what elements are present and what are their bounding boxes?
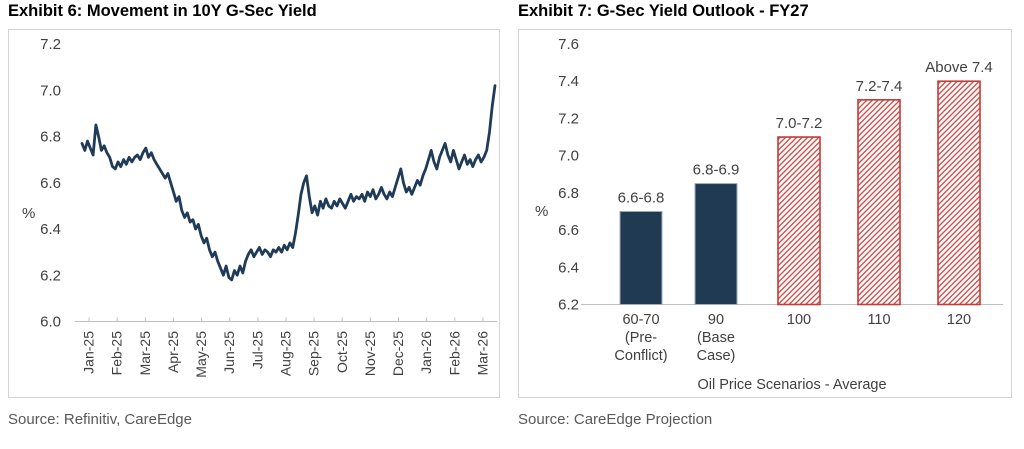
gsec-yield-outlook-bar-chart: 7.6 7.4 7.2 7.0 6.8 6.6 6.4 6.2% 6.6-6.8 6.8-6.9 7… (535, 36, 1003, 314)
y-axis-tick-label: 6.4 (558, 259, 579, 276)
bar-category-label-90: 90 (Base Case) (696, 312, 736, 364)
bar-4 (937, 80, 981, 306)
exhibit6-chart-panel: 7.2 7.0 6.8 6.6 6.4 6.2 6.0% Jan-25 Feb-25 Mar-25… (8, 29, 500, 398)
x-axis-tick-label: Jul-25 (249, 331, 265, 369)
bar-category-label-110: 110 (867, 312, 891, 328)
bar-0 (619, 210, 663, 305)
y-axis-unit-label: % (535, 203, 548, 220)
y-axis-tick-label: 6.6 (40, 175, 61, 192)
bar-value-label: Above 7.4 (925, 59, 993, 76)
bar-3 (857, 99, 901, 306)
y-axis-tick-label: 7.0 (40, 82, 61, 99)
x-axis-tick-label: Feb-26 (446, 331, 462, 376)
y-axis-tick-label: 7.2 (40, 36, 61, 53)
gsec-yield-line-chart: 7.2 7.0 6.8 6.6 6.4 6.2 6.0% Jan-25 Feb-25 Mar-25… (22, 36, 497, 378)
y-axis-tick-label: 6.8 (558, 185, 579, 202)
x-axis-tick-label: Apr-25 (165, 331, 181, 373)
x-axis-tick-label: Oct-25 (334, 331, 350, 373)
exhibit6-source: Source: Refinitiv, CareEdge (8, 411, 192, 428)
x-axis-tick-label: Mar-25 (137, 331, 153, 376)
bar-1 (694, 183, 738, 305)
y-axis-tick-label: 6.2 (558, 297, 579, 314)
bar-value-label: 6.6-6.8 (618, 189, 665, 206)
x-axis-tick-label: Jan-25 (81, 331, 97, 374)
y-axis-tick-label: 6.6 (558, 222, 579, 239)
exhibit7-title: Exhibit 7: G-Sec Yield Outlook - FY27 (518, 2, 809, 20)
bar-category-label-60-70: 60-70 (Pre- Conflict) (614, 312, 668, 364)
x-axis-tick-label: Mar-26 (474, 331, 490, 376)
x-axis-tick-label: Aug-25 (278, 331, 294, 376)
bar-value-label: 7.0-7.2 (776, 115, 823, 132)
exhibit6-title: Exhibit 6: Movement in 10Y G-Sec Yield (8, 2, 317, 20)
x-axis-tick-label: Jun-25 (221, 331, 237, 374)
y-axis-tick-label: 6.8 (40, 129, 61, 146)
y-axis-tick-label: 6.4 (40, 221, 61, 238)
bar-category-label-120: 120 (946, 312, 972, 328)
y-axis-tick-label: 7.4 (558, 73, 579, 90)
y-axis-tick-label: 7.2 (558, 110, 579, 127)
x-axis-tick-label: Dec-25 (390, 331, 406, 376)
y-axis-tick-label: 6.2 (40, 267, 61, 284)
bar-category-label-100: 100 (786, 312, 812, 328)
x-axis-tick-label: Sep-25 (306, 331, 322, 376)
bar-value-label: 6.8-6.9 (693, 162, 740, 179)
x-axis-tick-label: Nov-25 (362, 331, 378, 376)
bar-2 (777, 136, 821, 306)
exhibit7-source: Source: CareEdge Projection (518, 411, 713, 428)
y-axis-tick-label: 7.0 (558, 148, 579, 165)
bar-x-axis-title: Oil Price Scenarios - Average (697, 377, 887, 393)
x-axis-tick-label: Feb-25 (109, 331, 125, 376)
x-axis-tick-label: Jan-26 (418, 331, 434, 374)
exhibit7-chart-panel: 7.6 7.4 7.2 7.0 6.8 6.6 6.4 6.2% 6.6-6.8 6.8-6.9 7… (518, 29, 1012, 398)
y-axis-unit-label: % (22, 205, 35, 222)
yield-line (80, 84, 497, 282)
y-axis-tick-label: 7.6 (558, 36, 579, 53)
y-axis-tick-label: 6.0 (40, 314, 61, 331)
x-axis-tick-label: May-25 (193, 331, 209, 378)
bar-value-label: 7.2-7.4 (856, 78, 903, 95)
